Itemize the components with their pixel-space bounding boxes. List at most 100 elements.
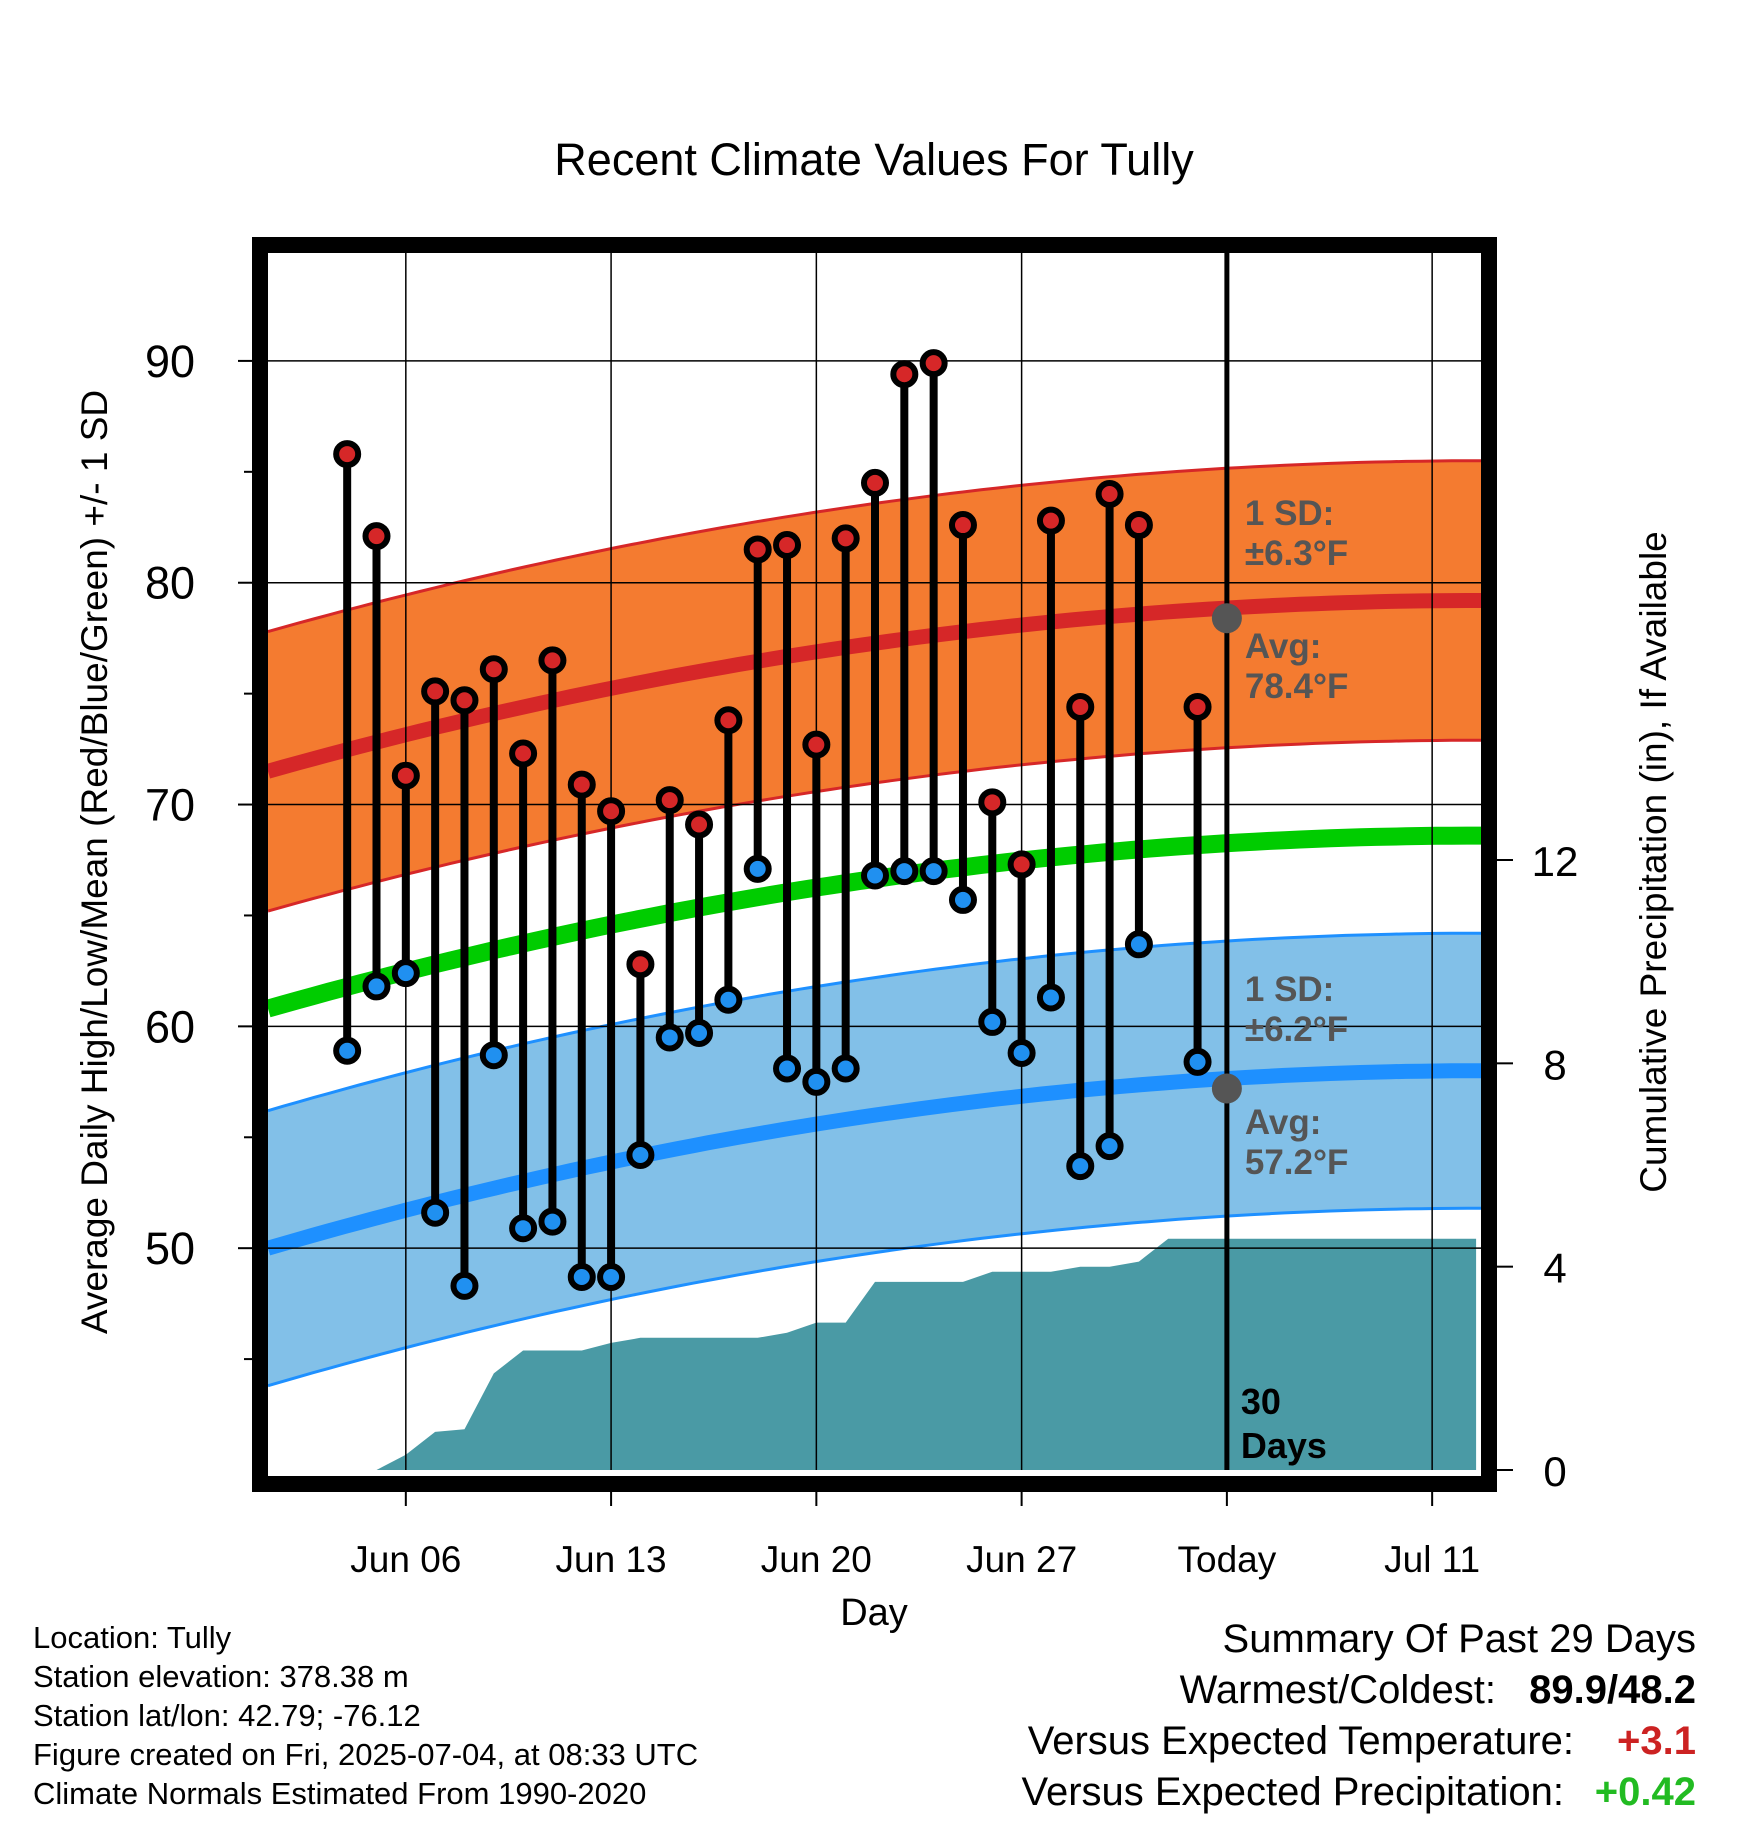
daily-high-point (362, 522, 391, 551)
daily-high-point (1183, 692, 1212, 721)
daily-high-point (1007, 850, 1036, 879)
y-tick-label: 70 (145, 780, 195, 831)
daily-high-point (509, 739, 538, 768)
avg-low-label: 57.2°F (1245, 1143, 1349, 1182)
y2-tick-label: 0 (1543, 1448, 1566, 1495)
x-tick-label: Jun 06 (350, 1539, 461, 1580)
daily-low-point (773, 1054, 802, 1083)
today-avg-high-dot (1211, 603, 1242, 634)
daily-low-point (802, 1067, 831, 1096)
x-tick-label: Jun 20 (761, 1539, 872, 1580)
y2-axis-label: Cumulative Precipitation (in), If Availa… (1633, 531, 1674, 1193)
daily-low-point (831, 1054, 860, 1083)
low-sd-label: 1 SD: (1245, 970, 1334, 1009)
temp-value: +3.1 (1617, 1719, 1696, 1763)
daily-low-point (450, 1271, 479, 1300)
avg-high-label: Avg: (1245, 627, 1321, 666)
summary-panel: Summary Of Past 29 Days Warmest/Coldest:… (1021, 1614, 1696, 1818)
daily-low-point (626, 1141, 655, 1170)
daily-high-point (743, 535, 772, 564)
high-sd-label: 1 SD: (1245, 494, 1334, 533)
daily-high-point (391, 761, 420, 790)
daily-low-point (1036, 983, 1065, 1012)
daily-high-point (948, 511, 977, 540)
daily-low-point (1066, 1152, 1095, 1181)
chart-title: Recent Climate Values For Tully (554, 134, 1194, 185)
y-axis-label: Average Daily High/Low/Mean (Red/Blue/Gr… (74, 390, 115, 1334)
x-tick-label: Jul 11 (1384, 1539, 1480, 1580)
daily-low-point (890, 857, 919, 886)
daily-high-point (802, 730, 831, 759)
daily-high-point (714, 706, 743, 735)
daily-high-point (421, 677, 450, 706)
today-avg-low-dot (1211, 1073, 1242, 1104)
avg-high-label: 78.4°F (1245, 667, 1349, 706)
daily-low-point (421, 1198, 450, 1227)
daily-low-point (1007, 1038, 1036, 1067)
avg-low-label: Avg: (1245, 1103, 1321, 1142)
daily-high-point (831, 524, 860, 553)
daily-high-point (479, 655, 508, 684)
x-tick-label: Jun 27 (966, 1539, 1077, 1580)
low-sd-label: ±6.2°F (1245, 1010, 1348, 1049)
y2-tick-label: 12 (1532, 838, 1579, 885)
daily-high-point (1066, 692, 1095, 721)
low-sd-band-upper-edge (268, 931, 1482, 1113)
warm-cold-value: 89.9/48.2 (1529, 1668, 1696, 1712)
daily-high-point (1095, 480, 1124, 508)
daily-high-point (1124, 511, 1153, 540)
daily-high-point (597, 797, 626, 826)
latlon-text: Station lat/lon: 42.79; -76.12 (33, 1698, 421, 1733)
x-axis-label: Day (840, 1592, 908, 1634)
daily-low-point (362, 972, 391, 1001)
summary-precip: Versus Expected Precipitation: +0.42 (1021, 1767, 1696, 1818)
daily-low-point (978, 1007, 1007, 1036)
daily-low-point (655, 1023, 684, 1052)
low-sd-band-lower-edge (268, 1206, 1482, 1388)
y-tick-label: 60 (145, 1001, 195, 1052)
summary-title: Summary Of Past 29 Days (1222, 1617, 1696, 1661)
daily-low-point (1124, 930, 1153, 959)
daily-high-point (919, 349, 948, 378)
daily-low-point (743, 854, 772, 883)
temp-label: Versus Expected Temperature: (1027, 1719, 1574, 1763)
location-text: Location: Tully (33, 1620, 232, 1655)
y2-tick-label: 8 (1543, 1041, 1566, 1088)
plot-frame (252, 237, 1497, 1492)
daily-low-point (714, 985, 743, 1014)
daily-high-point (333, 440, 362, 469)
daily-low-point (597, 1263, 626, 1292)
daily-high-point (890, 360, 919, 389)
daily-high-point (567, 770, 596, 799)
daily-high-point (861, 468, 889, 497)
daily-low-point (685, 1019, 714, 1048)
daily-high-point (626, 950, 655, 979)
x-tick-label: Today (1178, 1539, 1277, 1580)
daily-low-point (333, 1036, 362, 1065)
daily-high-point (978, 788, 1007, 817)
daily-low-point (567, 1263, 596, 1292)
daily-low-point (948, 885, 977, 914)
created-text: Figure created on Fri, 2025-07-04, at 08… (33, 1737, 699, 1772)
daily-high-point (655, 786, 684, 815)
precip-value: +0.42 (1594, 1770, 1696, 1814)
daily-low-point (538, 1207, 567, 1236)
warm-cold-label: Warmest/Coldest: (1179, 1668, 1496, 1712)
daily-low-point (861, 861, 889, 890)
window-days-label: 30 (1241, 1381, 1281, 1422)
high-sd-label: ±6.3°F (1245, 534, 1348, 573)
daily-low-point (479, 1041, 508, 1070)
y-tick-label: 80 (145, 558, 195, 609)
precipitation-area (317, 1238, 1477, 1470)
avg-low-line (268, 1063, 1482, 1256)
summary-temp: Versus Expected Temperature: +3.1 (1021, 1716, 1696, 1767)
daily-high-point (1036, 506, 1065, 535)
daily-low-point (391, 959, 420, 988)
daily-high-point (685, 810, 714, 839)
summary-warm-cold: Warmest/Coldest: 89.9/48.2 (1021, 1665, 1696, 1716)
y2-tick-label: 4 (1543, 1245, 1566, 1292)
precip-label: Versus Expected Precipitation: (1021, 1770, 1564, 1814)
x-tick-label: Jun 13 (556, 1539, 667, 1580)
daily-low-point (1183, 1047, 1212, 1076)
